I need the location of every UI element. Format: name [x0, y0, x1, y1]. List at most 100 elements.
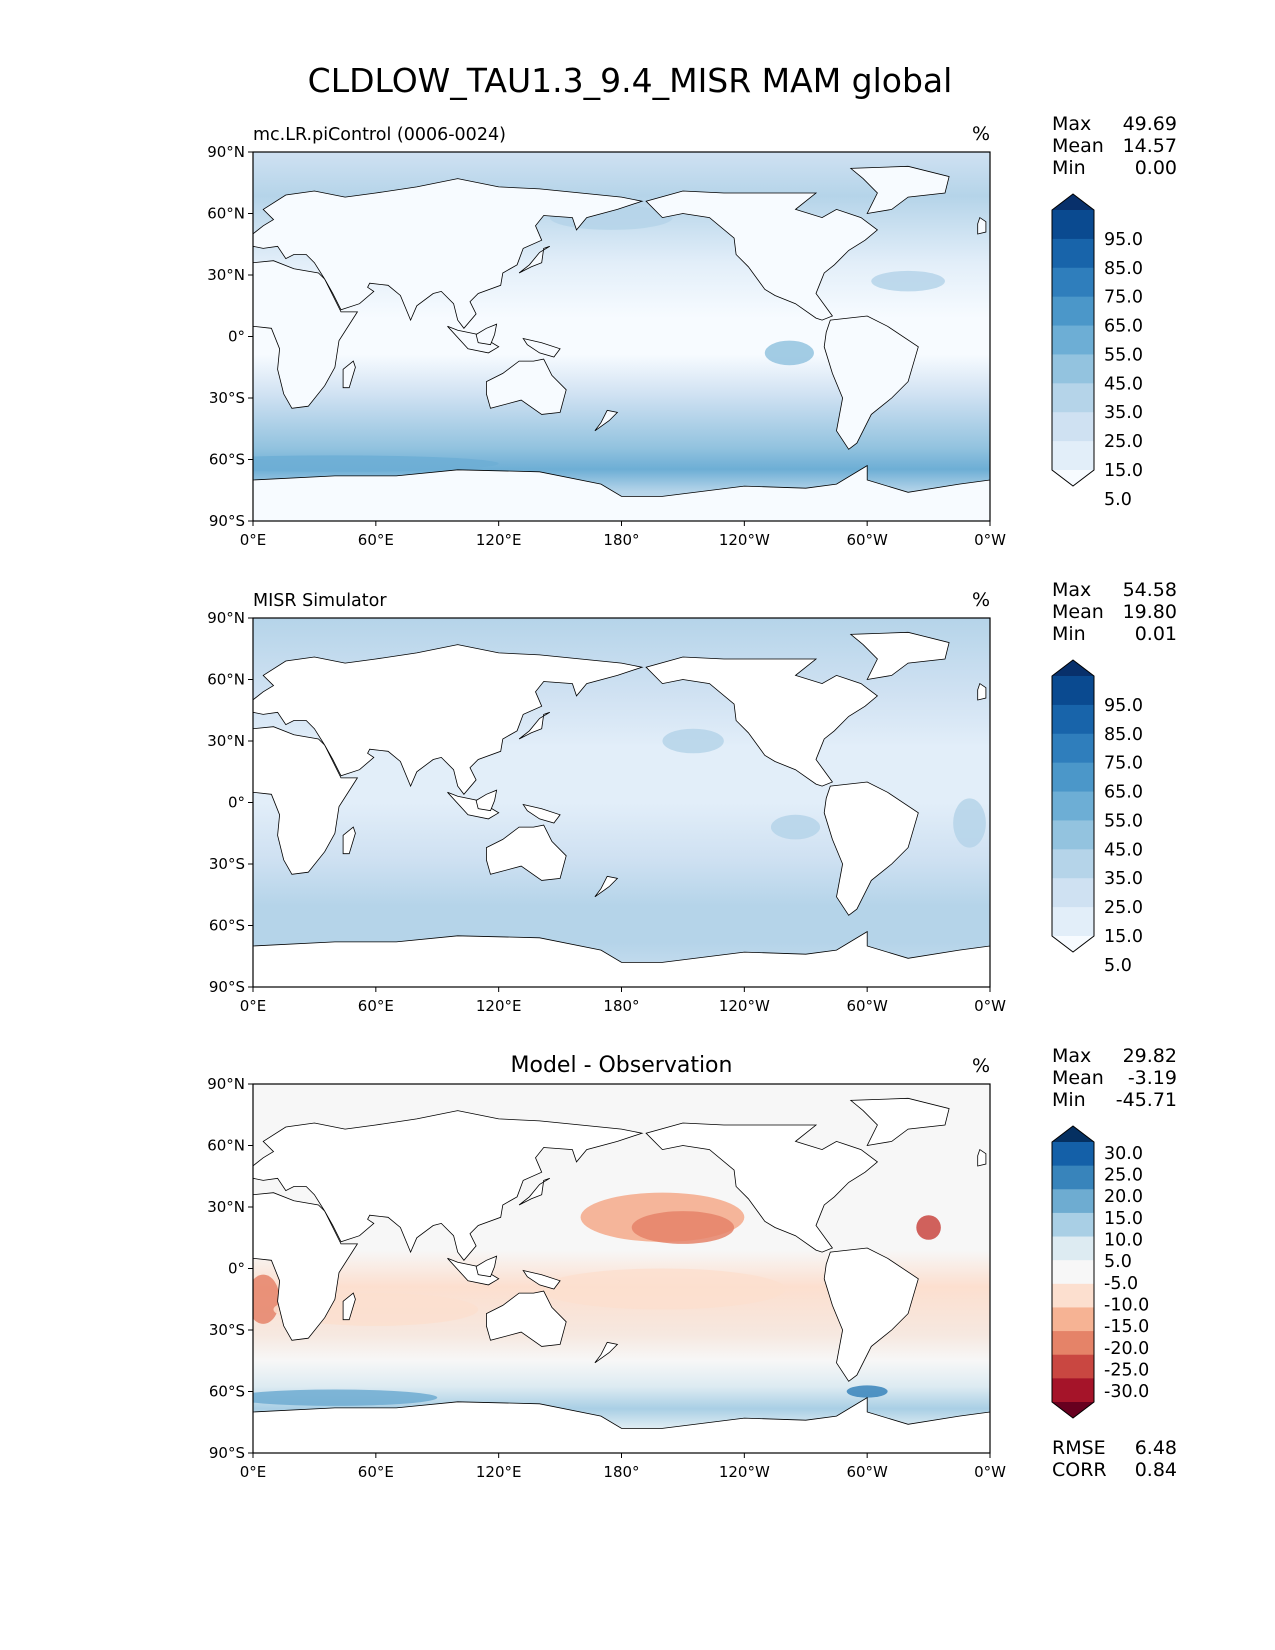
stat-label: Min [1052, 623, 1086, 645]
stat-label: Max [1052, 113, 1091, 135]
colorbar-segment [1052, 412, 1094, 442]
field-blob [770, 814, 821, 840]
stat-value: 49.69 [1123, 113, 1177, 135]
stat-value: 19.80 [1123, 601, 1177, 623]
field-blob [662, 728, 724, 754]
lat-tick-label: 30°N [207, 1198, 245, 1216]
map-area: 0°E 60°E 120°E 180° 120°W 60°W 0°W 90°N 60°N 30°N… [207, 143, 1006, 549]
stat-value: 54.58 [1123, 579, 1177, 601]
panel-units: % [972, 1055, 990, 1077]
colorbar-tick-label: 95.0 [1104, 230, 1143, 250]
stat-value: 0.01 [1135, 623, 1177, 645]
colorbar-tick-label: 65.0 [1104, 783, 1143, 803]
colorbar-extend-min [1052, 1402, 1094, 1418]
panel-2: MISR Simulator % 0°E 60°E 120°E 180° 120°W 60°W… [207, 579, 1177, 1015]
field-blob [631, 1211, 735, 1244]
colorbar-tick-label: 5.0 [1104, 1252, 1132, 1272]
colorbar-segment [1052, 1165, 1094, 1190]
colorbar-tick-label: 5.0 [1104, 490, 1132, 510]
coastline-indonesia [447, 791, 500, 820]
colorbar-outline [1051, 193, 1095, 487]
coastline-indonesia [447, 325, 500, 354]
coastline-australia [486, 824, 567, 881]
panel-subtitle: mc.LR.piControl (0006-0024) [253, 125, 506, 145]
colorbar-segment [1052, 1189, 1094, 1214]
colorbar-segment [1052, 878, 1094, 908]
lat-tick-label: 30°S [209, 389, 245, 407]
colorbar-tick-label: -25.0 [1104, 1361, 1149, 1381]
colorbar-segment [1052, 1354, 1094, 1379]
colorbar-outline [1051, 1125, 1095, 1419]
colorbar-tick-label: 35.0 [1104, 403, 1143, 423]
panel-subtitle: MISR Simulator [253, 591, 387, 611]
stat-label: RMSE [1052, 1437, 1106, 1459]
lat-tick-label: 0° [228, 794, 245, 812]
colorbar-extend-max [1052, 1126, 1094, 1142]
coastline-eurasia [253, 178, 644, 329]
colorbar-segment [1052, 849, 1094, 879]
colorbar-segment [1052, 820, 1094, 850]
stat-label: CORR [1052, 1459, 1107, 1481]
coastline-japan [518, 1177, 551, 1206]
colorbar-tick-label: 85.0 [1104, 259, 1143, 279]
colorbar-segment [1052, 296, 1094, 327]
panel-units: % [972, 589, 990, 611]
coastline-greenland [849, 165, 950, 215]
coastline-antarctica [253, 464, 990, 521]
lon-tick-label: 120°E [476, 531, 522, 549]
colorbar-tick-label: 20.0 [1104, 1187, 1143, 1207]
colorbar: 95.0 85.0 75.0 65.0 55.0 45.0 35.0 25.0 15.0 5.0 [1051, 193, 1143, 510]
colorbar-segment [1052, 1142, 1094, 1167]
field-blob [253, 455, 499, 472]
map-area: 0°E 60°E 120°E 180° 120°W 60°W 0°W 90°N 60°N 30°N… [207, 1075, 1006, 1481]
colorbar-tick-label: 25.0 [1104, 432, 1143, 452]
colorbar-tick-label: 85.0 [1104, 725, 1143, 745]
field-blob [253, 1389, 438, 1406]
colorbar-segment [1052, 791, 1094, 821]
lon-tick-label: 0°E [240, 531, 267, 549]
lat-tick-label: 30°S [209, 1321, 245, 1339]
stat-label: Max [1052, 579, 1091, 601]
lat-tick-label: 60°N [207, 1137, 245, 1155]
coastline-north-america [645, 656, 879, 787]
colorbar-tick-label: -20.0 [1104, 1339, 1149, 1359]
lon-tick-label: 120°W [719, 1463, 770, 1481]
coastline-south-america [823, 781, 919, 916]
coastline-africa [253, 726, 359, 875]
field-blob [871, 270, 945, 292]
colorbar-tick-label: 55.0 [1104, 345, 1143, 365]
colorbar-tick-label: 10.0 [1104, 1231, 1143, 1251]
lon-tick-label: 120°E [476, 997, 522, 1015]
lon-tick-label: 0°W [974, 1463, 1006, 1481]
coastline-new-guinea [522, 803, 561, 824]
coastline-madagascar [342, 826, 356, 855]
lon-tick-label: 60°W [846, 531, 888, 549]
lat-tick-label: 30°N [207, 266, 245, 284]
coastline-madagascar [342, 1292, 356, 1321]
lon-tick-label: 60°E [358, 1463, 394, 1481]
coastline-new-guinea [522, 1269, 561, 1290]
lat-tick-label: 90°N [207, 143, 245, 161]
colorbar-segment [1052, 704, 1094, 735]
colorbar-extend-min [1052, 470, 1094, 486]
lon-tick-label: 120°W [719, 997, 770, 1015]
colorbar-segment [1052, 907, 1094, 937]
coastline-uk [977, 1148, 987, 1167]
lat-tick-label: 30°S [209, 855, 245, 873]
coastline-eurasia [253, 1110, 644, 1261]
colorbar-tick-label: 15.0 [1104, 927, 1143, 947]
lat-tick-label: 60°S [209, 1383, 245, 1401]
coastline-eurasia [253, 644, 644, 795]
colorbar-segment [1052, 210, 1094, 240]
coastline-antarctica [253, 930, 990, 987]
field-blob [846, 1385, 888, 1398]
figure-title: CLDLOW_TAU1.3_9.4_MISR MAM global [308, 61, 953, 100]
colorbar: 30.025.020.015.010.05.0-5.0-10.0-15.0-20… [1051, 1125, 1149, 1419]
lon-tick-label: 0°E [240, 1463, 267, 1481]
stat-label: Mean [1052, 601, 1104, 623]
lat-tick-label: 0° [228, 1260, 245, 1278]
lon-tick-label: 0°W [974, 531, 1006, 549]
colorbar-tick-label: 75.0 [1104, 288, 1143, 308]
stat-value: 6.48 [1135, 1437, 1177, 1459]
